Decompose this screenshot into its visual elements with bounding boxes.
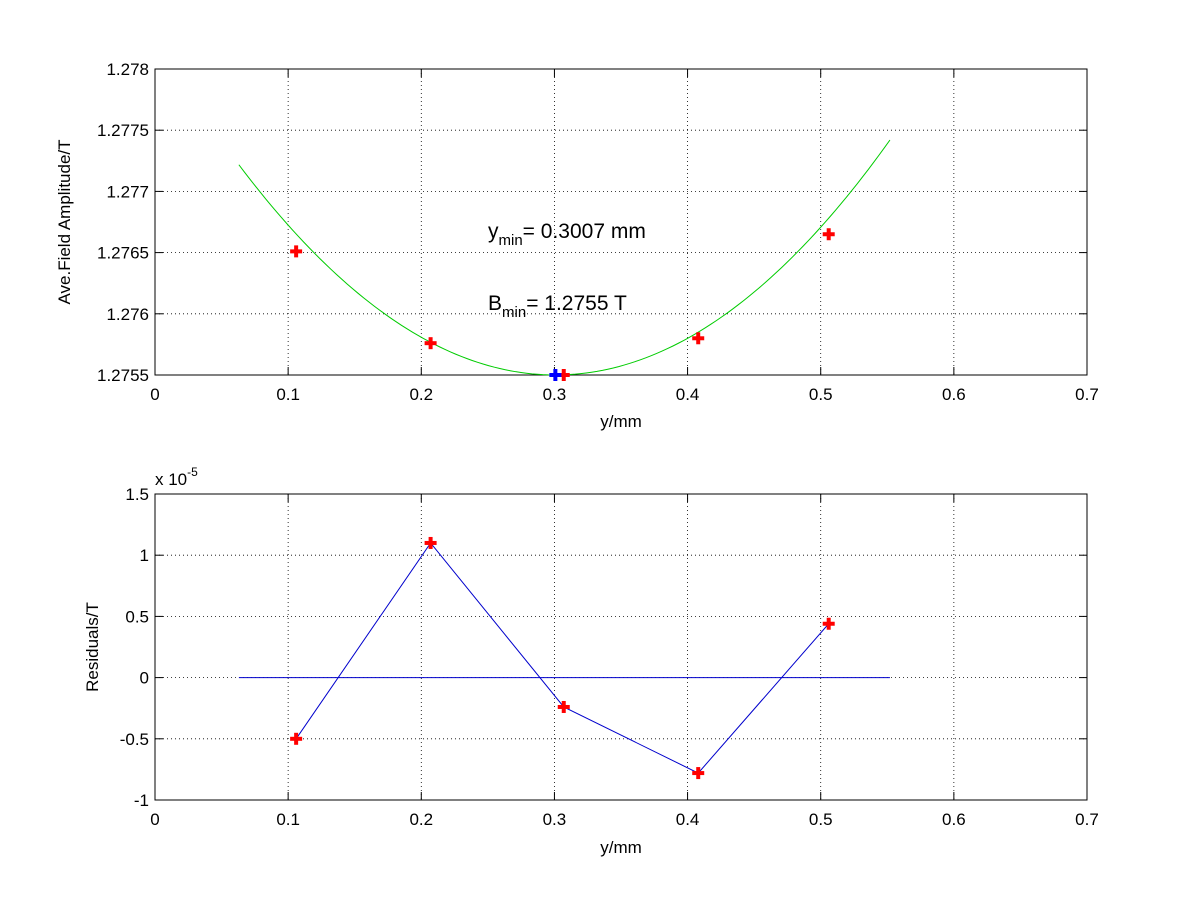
bmin-annotation-base: B [488, 292, 502, 315]
y-scale-factor-base: x 10 [155, 470, 187, 489]
bmin-annotation-sub: min [502, 304, 526, 321]
top-x-tick-label: 0.5 [809, 385, 833, 404]
top-y-tick-label: 1.2765 [97, 244, 149, 263]
bottom-x-tick-label: 0 [150, 810, 159, 829]
top-y-tick-label: 1.278 [106, 60, 149, 79]
bottom-data-point [424, 536, 437, 549]
top-grid [155, 69, 1087, 375]
bottom-data-point [290, 732, 303, 745]
ymin-annotation-base: y [488, 220, 499, 243]
top-axes: 0 0.1 0.2 0.3 0.4 0.5 0.6 0.7 1.2755 1.276 1.2765… [55, 60, 1099, 431]
top-x-ticks: 0 0.1 0.2 0.3 0.4 0.5 0.6 0.7 [150, 69, 1099, 404]
top-data-point [692, 332, 705, 345]
bottom-data-point [557, 700, 570, 713]
top-y-axis-label: Ave.Field Amplitude/T [55, 139, 74, 304]
top-x-axis-label: y/mm [600, 412, 642, 431]
bottom-plot-frame [154, 493, 1088, 801]
bottom-markers [290, 536, 835, 780]
ymin-annotation-sub: min [499, 232, 523, 249]
bottom-y-axis-label: Residuals/T [83, 602, 102, 692]
top-x-tick-label: 0.3 [543, 385, 567, 404]
bottom-x-tick-label: 0.3 [543, 810, 567, 829]
bottom-data-point [822, 617, 835, 630]
top-x-tick-label: 0 [150, 385, 159, 404]
bottom-y-tick-label: 1.5 [125, 485, 149, 504]
ymin-annotation-value: = 0.3007 mm [523, 220, 646, 243]
top-y-tick-label: 1.2755 [97, 366, 149, 385]
top-markers [290, 228, 835, 381]
top-y-tick-label: 1.277 [106, 182, 149, 201]
bottom-x-tick-label: 0.4 [676, 810, 700, 829]
bottom-y-tick-label: 0 [140, 669, 149, 688]
ymin-annotation: ymin= 0.3007 mm [488, 220, 646, 249]
y-scale-factor: x 10-5 [155, 465, 198, 489]
top-data-point [290, 245, 303, 258]
top-x-tick-label: 0.6 [942, 385, 966, 404]
bottom-x-tick-label: 0.1 [276, 810, 300, 829]
bottom-x-axis-label: y/mm [600, 838, 642, 857]
bottom-x-tick-label: 0.7 [1075, 810, 1099, 829]
top-data-point [822, 228, 835, 241]
top-data-point [424, 337, 437, 350]
top-y-tick-label: 1.2775 [97, 121, 149, 140]
bmin-annotation-value: = 1.2755 T [526, 292, 627, 315]
top-x-tick-label: 0.4 [676, 385, 700, 404]
top-minimum-point [549, 369, 562, 381]
bottom-curves [238, 542, 890, 774]
top-y-ticks: 1.2755 1.276 1.2765 1.277 1.2775 1.278 [97, 60, 1087, 385]
bottom-data-point [692, 767, 705, 780]
top-x-tick-label: 0.1 [276, 385, 300, 404]
bottom-y-tick-label: 1 [140, 546, 149, 565]
top-curves [238, 139, 891, 376]
bottom-y-tick-label: -1 [134, 791, 149, 810]
bmin-annotation: Bmin= 1.2755 T [488, 292, 627, 321]
bottom-residual-line [295, 542, 830, 774]
bottom-grid [155, 494, 1087, 800]
bottom-axes: 0 0.1 0.2 0.3 0.4 0.5 0.6 0.7 -1 -0.5 0 0.5 1 1.5 y/… [83, 465, 1099, 857]
top-x-tick-label: 0.7 [1075, 385, 1099, 404]
bottom-x-tick-label: 0.2 [409, 810, 433, 829]
bottom-x-tick-label: 0.5 [809, 810, 833, 829]
bottom-x-tick-label: 0.6 [942, 810, 966, 829]
bottom-x-ticks: 0 0.1 0.2 0.3 0.4 0.5 0.6 0.7 [150, 494, 1099, 829]
top-plot-frame [154, 68, 1088, 376]
top-x-tick-label: 0.2 [409, 385, 433, 404]
y-scale-factor-exp: -5 [187, 465, 198, 479]
bottom-y-ticks: -1 -0.5 0 0.5 1 1.5 [120, 485, 1087, 810]
top-fit-curve [238, 139, 891, 376]
bottom-y-tick-label: -0.5 [120, 730, 149, 749]
top-y-tick-label: 1.276 [106, 305, 149, 324]
bottom-y-tick-label: 0.5 [125, 607, 149, 626]
